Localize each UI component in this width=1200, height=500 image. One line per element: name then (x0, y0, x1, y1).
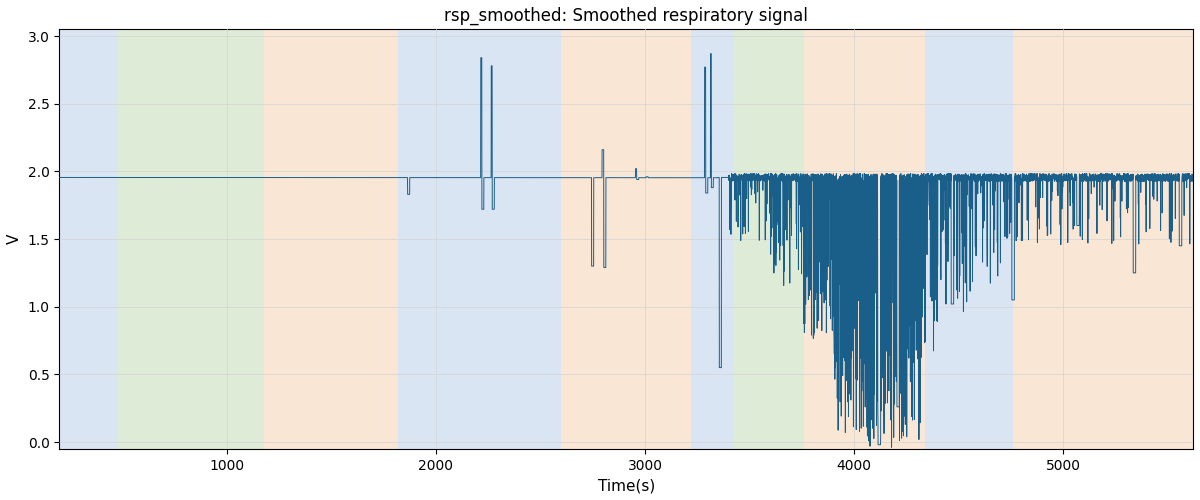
Bar (562, 30, 691, 449)
Bar (925, 30, 1013, 449)
Bar (691, 30, 733, 449)
X-axis label: Time(s): Time(s) (598, 478, 655, 493)
Bar (733, 30, 804, 449)
Bar (804, 30, 925, 449)
Bar (398, 30, 562, 449)
Title: rsp_smoothed: Smoothed respiratory signal: rsp_smoothed: Smoothed respiratory signa… (444, 7, 808, 25)
Bar (118, 30, 264, 449)
Y-axis label: V: V (7, 234, 22, 244)
Bar (1013, 30, 1193, 449)
Bar (59, 30, 118, 449)
Bar (264, 30, 398, 449)
